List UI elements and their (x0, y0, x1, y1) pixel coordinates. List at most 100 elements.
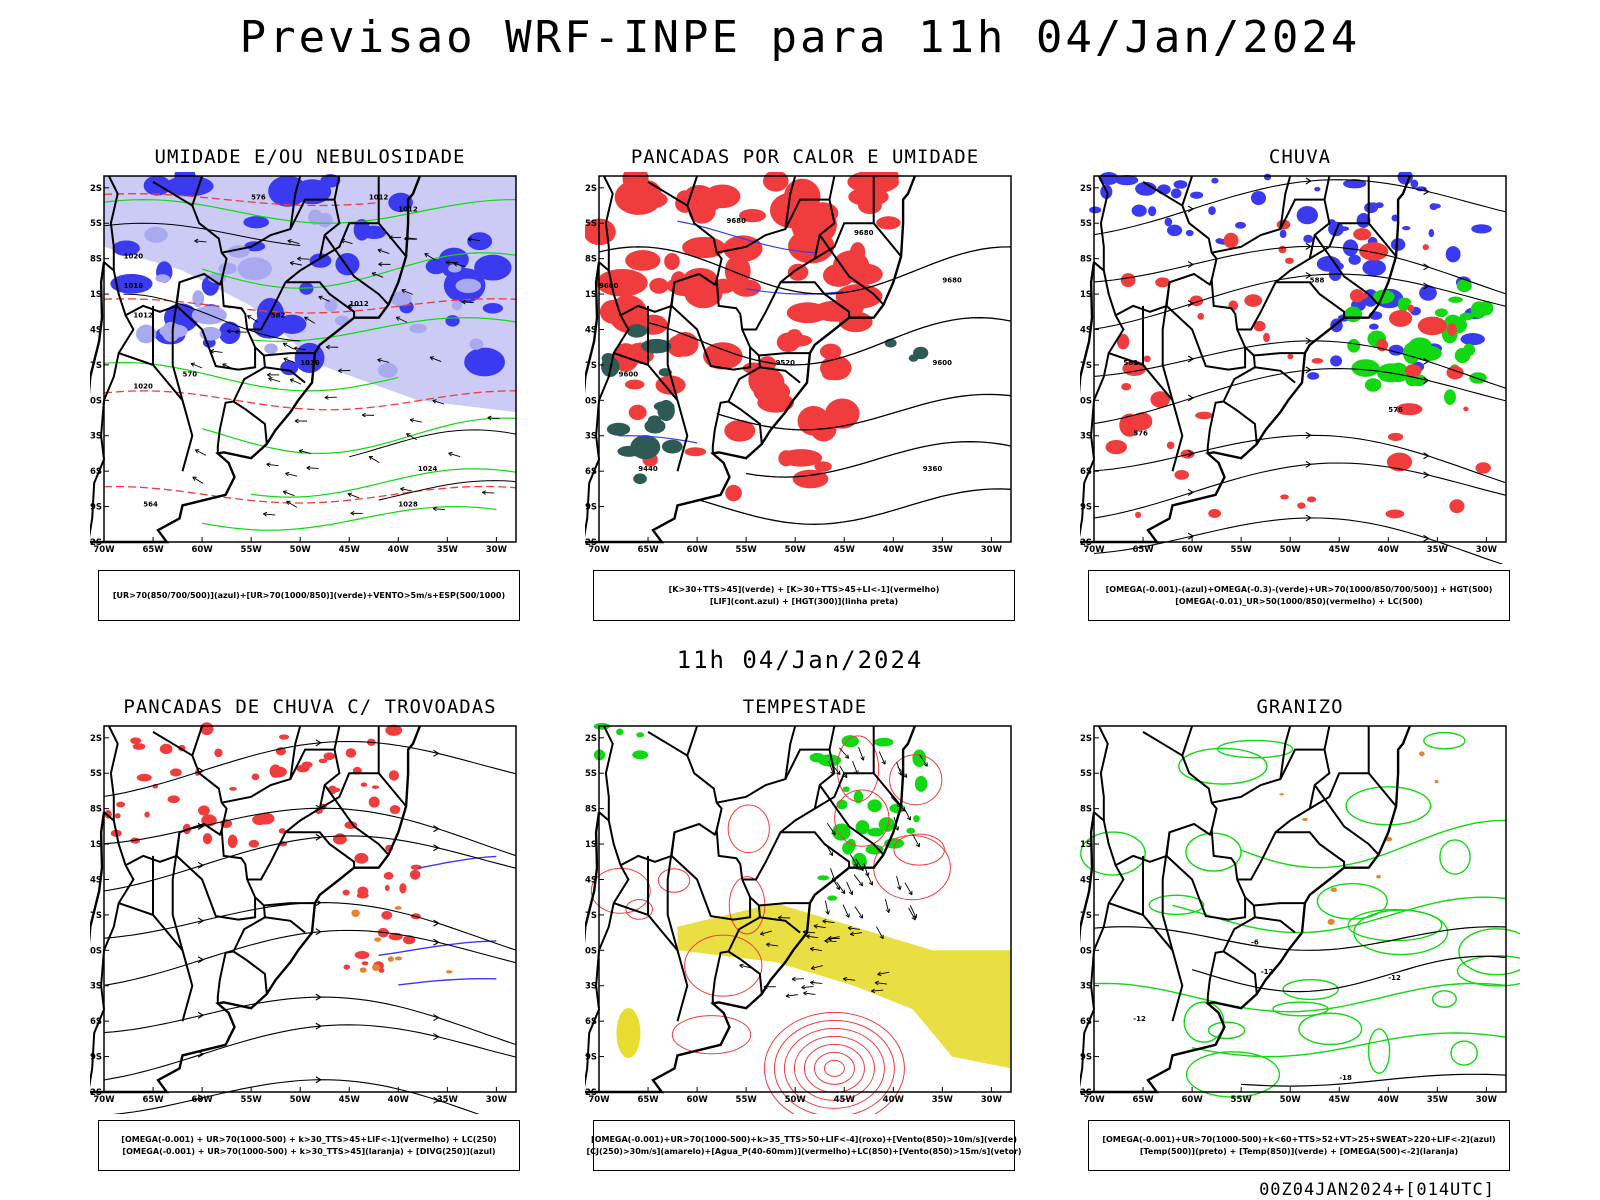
thunder-orange-patch (445, 970, 453, 974)
contour-label: 9600 (933, 359, 953, 367)
thunder-red-patch (159, 743, 173, 755)
border-line (758, 902, 810, 907)
convection-red-patch (783, 178, 821, 215)
wind-vector-head (825, 910, 830, 915)
border-line (585, 261, 630, 538)
streamline (1093, 368, 1507, 425)
convection-red-patch (776, 332, 800, 353)
streamline (1093, 462, 1507, 519)
streamline-arrow (1305, 460, 1312, 468)
panel-granizo: GRANIZO -6 -12 -12 -12 -18 12S 15S 18S 21S 24S 27S… (1080, 696, 1520, 1176)
wind-vector-head (739, 963, 744, 969)
lat-label: 18S (585, 255, 597, 265)
lon-label: 40W (388, 545, 410, 555)
wind-vector (852, 761, 859, 775)
map-frame-group (1094, 726, 1506, 1092)
humidity-light-patch (144, 226, 168, 243)
wind-vector-head (831, 830, 836, 836)
wind-vector-head (760, 931, 765, 936)
wind-vector-head (377, 358, 382, 363)
wind-vector-head (810, 980, 815, 985)
wind-vector (875, 926, 884, 939)
lat-label: 18S (90, 255, 102, 265)
humidity-light-patch (324, 298, 338, 312)
border-line (780, 831, 851, 868)
temp850-green-contour (1367, 1028, 1391, 1074)
geography (90, 175, 422, 544)
omega-blue-patch (1135, 181, 1157, 196)
contour-label: 1012 (349, 300, 369, 308)
convection-red-patch (711, 278, 736, 294)
lat-label: 15S (585, 219, 597, 229)
water-red-contour (590, 867, 651, 914)
wind-green-patch (913, 815, 920, 823)
panel-pancadas-calor: PANCADAS POR CALOR E UMIDADE 9680 9680 960… (585, 146, 1025, 626)
omega-blue-patch (1356, 213, 1371, 228)
omega-orange-patch (1279, 793, 1284, 796)
lif-blue-contour (677, 220, 815, 254)
humidity-blue-patch (482, 302, 503, 314)
lat-label: 36S (1080, 467, 1092, 477)
lon-label: 55W (736, 1095, 758, 1105)
wind-vector (290, 262, 302, 266)
border-line (289, 725, 302, 780)
streamline-arrow (1423, 188, 1430, 195)
lat-label: 12S (90, 734, 102, 744)
omega-green-patch (1444, 389, 1456, 405)
wind-vector-head (350, 510, 355, 516)
rain-red-patch (1387, 432, 1404, 441)
humidity-blue-patch (467, 232, 493, 251)
wind-vector (429, 356, 442, 363)
omega-blue-patch (1330, 355, 1343, 367)
jet-yellow-area (616, 1007, 641, 1058)
omega-green-patch (1448, 296, 1463, 303)
wind-vector-head (234, 329, 239, 335)
thunder-red-patch (271, 766, 287, 778)
convection-red-patch (786, 302, 829, 324)
border-line (1309, 222, 1397, 260)
lon-label: 45W (1329, 545, 1351, 555)
rain-red-patch (1116, 333, 1130, 350)
rain-red-patch (1422, 244, 1429, 251)
lat-label: 21S (90, 840, 102, 850)
omega-blue-patch (1374, 202, 1384, 209)
border-line (1254, 366, 1296, 384)
omega-blue-patch (1445, 246, 1461, 263)
convection-red-patch (835, 284, 883, 309)
border-line (125, 181, 228, 317)
wind-vector-head (847, 925, 852, 931)
thickness-red-dashed (103, 298, 517, 314)
streamline-arrow (1423, 376, 1430, 384)
wind-vector-head (809, 946, 815, 952)
wind-vector (853, 874, 863, 887)
lat-label: 12S (1080, 734, 1092, 744)
thunder-red-patch (248, 839, 260, 848)
border-line (716, 198, 836, 331)
thunder-red-patch (214, 748, 223, 758)
rain-red-patch (1208, 508, 1222, 518)
omega-blue-patch (1089, 206, 1102, 214)
wind-vector-head (318, 295, 323, 300)
border-line (1211, 198, 1331, 331)
humidity-blue-patch (243, 216, 270, 229)
border-line (686, 725, 699, 756)
convection-red-patch (684, 447, 707, 457)
humidity-blue-patch (268, 175, 308, 207)
contour-label: -12 (1388, 974, 1401, 982)
wind-green-patch (842, 786, 850, 793)
omega-blue-patch (1369, 323, 1379, 330)
wind-vector (849, 854, 858, 867)
wind-vector-head (266, 462, 271, 467)
wind-vector-head (432, 399, 437, 404)
lon-label: 45W (1329, 1095, 1351, 1105)
temp850-green-contour (1298, 1012, 1363, 1046)
border-line (171, 832, 194, 1022)
thunder-orange-patch (387, 956, 394, 962)
humidity-blue-patch (464, 347, 506, 377)
wind-vector (487, 417, 500, 420)
legend-box: [UR>70(850/700/500)](azul)+[UR>70(1000/8… (98, 570, 520, 621)
lon-label: 65W (637, 1095, 659, 1105)
contour-label: -12 (1261, 968, 1274, 976)
convection-red-patch (688, 197, 716, 224)
wind-vector (803, 992, 816, 995)
